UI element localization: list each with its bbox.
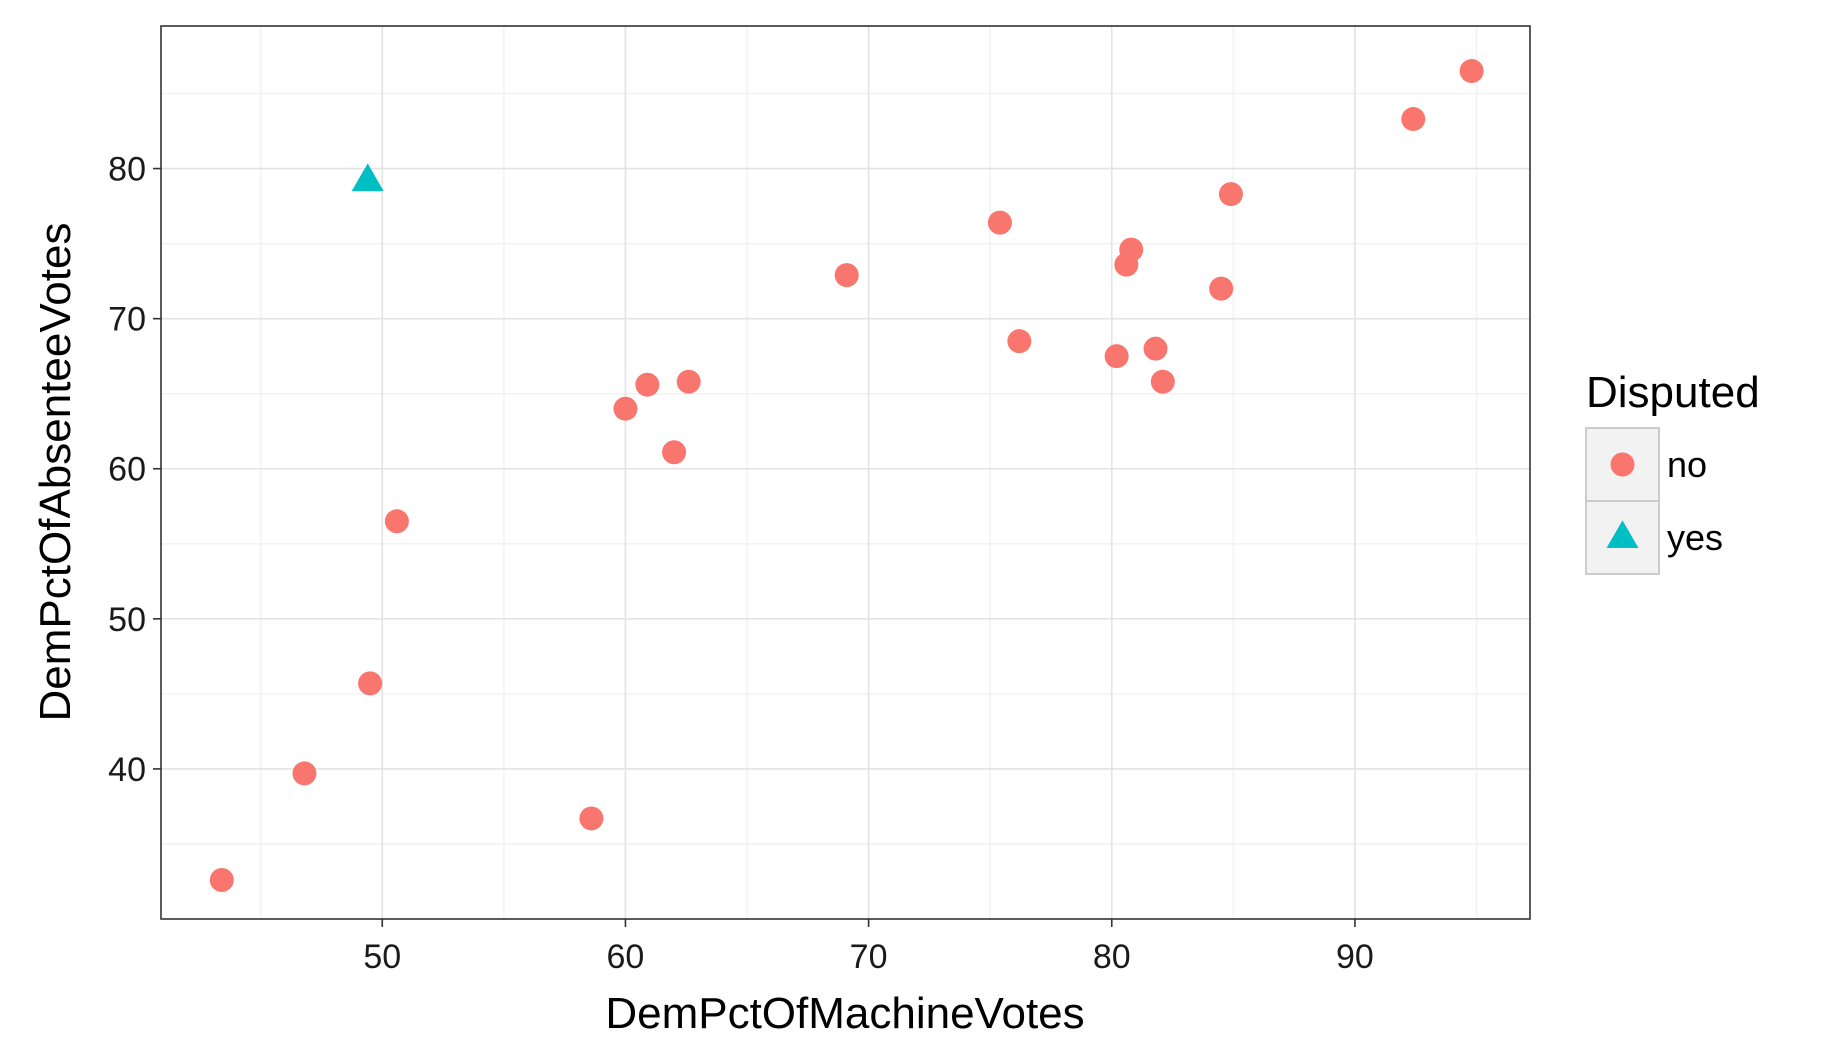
data-point-no [209,867,234,892]
data-point-no [1150,369,1175,394]
data-point-no [579,806,604,831]
data-point-no [1143,336,1168,361]
x-tick-label: 80 [1093,938,1131,976]
data-point-no [676,369,701,394]
minor-gridlines [161,26,1530,919]
major-gridlines [161,26,1530,919]
data-point-no [987,210,1012,235]
data-point-no [1218,182,1243,207]
plot-panel [161,26,1530,919]
data-points [209,59,1484,892]
legend-symbol-no [1610,452,1635,477]
data-point-no [1401,107,1426,132]
plot-border [160,25,1531,920]
x-tick-label: 50 [363,938,401,976]
y-tick-label: 70 [108,301,146,339]
x-tick-label: 90 [1336,938,1374,976]
y-tick-label: 80 [108,151,146,189]
data-point-no [662,440,687,465]
data-point-no [358,671,383,696]
legend-label-yes: yes [1667,517,1723,558]
data-point-no [384,509,409,534]
data-point-no [834,263,859,288]
y-tick-label: 50 [108,601,146,639]
legend-title: Disputed [1586,368,1760,417]
x-axis-ticks: 50 60 70 80 90 [363,919,1374,976]
legend-label-no: no [1667,444,1707,485]
data-point-no [292,761,317,786]
data-point-no [1119,237,1144,262]
legend-symbol-yes [1606,520,1639,549]
x-tick-label: 70 [850,938,888,976]
legend-symbols [1606,452,1639,549]
legend: Disputed no yes [1585,368,1760,575]
data-point-no [1104,344,1129,369]
data-point-no [1209,276,1234,301]
data-point-no [1007,329,1032,354]
x-tick-label: 60 [607,938,645,976]
y-tick-label: 40 [108,751,146,789]
y-axis-title: DemPctOfAbsenteeVotes [31,223,80,722]
data-point-no [1459,59,1484,84]
data-point-no [613,396,638,421]
y-tick-label: 60 [108,451,146,489]
y-axis-ticks: 40 50 60 70 80 [108,151,161,789]
x-axis-title: DemPctOfMachineVotes [605,989,1084,1038]
data-point-yes [351,163,384,192]
data-point-no [635,372,660,397]
